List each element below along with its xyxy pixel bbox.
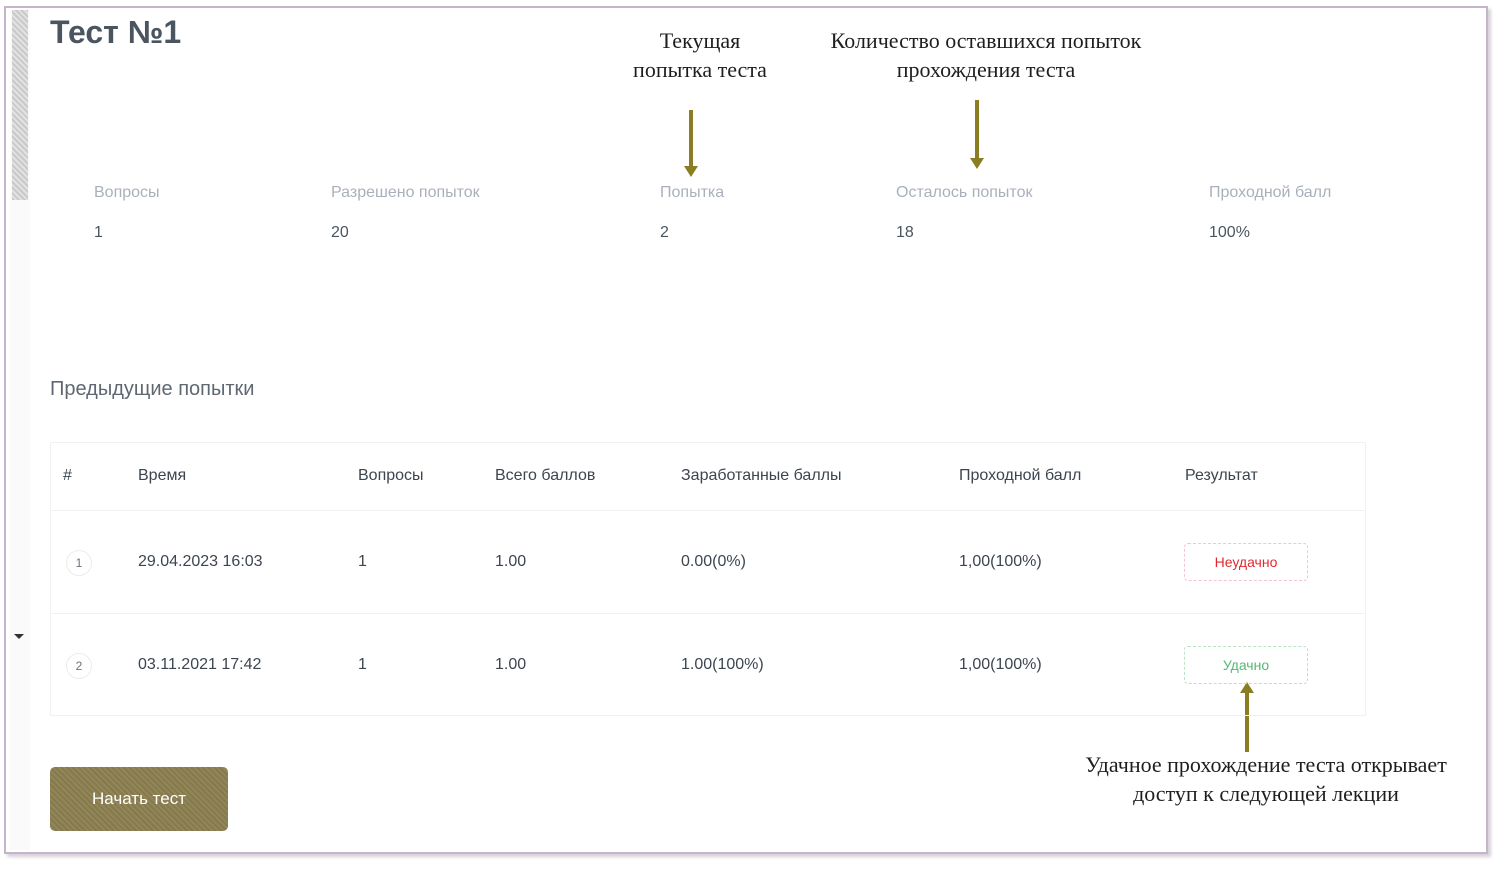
column-header-number: # <box>63 467 72 484</box>
start-test-button[interactable]: Начать тест <box>50 767 228 831</box>
page-title: Тест №1 <box>50 14 182 50</box>
stat-value-allowed-attempts: 20 <box>331 224 349 241</box>
cell-earned-points: 0.00(0%) <box>681 553 746 570</box>
annotation-remaining-attempts: Количество оставшихся попыток прохождени… <box>796 26 1176 84</box>
annotation-current-attempt: Текущая попытка теста <box>610 26 790 84</box>
previous-attempts-table <box>50 442 1366 716</box>
column-header-earned-points: Заработанные баллы <box>681 467 842 484</box>
cell-passing-score: 1,00(100%) <box>959 656 1042 673</box>
column-header-questions: Вопросы <box>358 467 424 484</box>
stat-value-questions: 1 <box>94 224 103 241</box>
result-badge-passed: Удачно <box>1184 646 1308 684</box>
column-header-result: Результат <box>1185 467 1258 484</box>
table-divider <box>50 613 1366 614</box>
stat-value-attempt: 2 <box>660 224 669 241</box>
scroll-down-arrow-icon[interactable] <box>14 634 24 639</box>
annotation-current-attempt-text: Текущая попытка теста <box>633 28 767 82</box>
table-divider <box>50 510 1366 511</box>
cell-total-points: 1.00 <box>495 656 527 673</box>
cell-total-points: 1.00 <box>495 553 527 570</box>
stat-label-allowed-attempts: Разрешено попыток <box>331 184 480 201</box>
annotation-success-note-text: Удачное прохождение теста открывает дост… <box>1085 752 1447 806</box>
stat-label-attempt: Попытка <box>660 184 725 201</box>
annotation-success-note: Удачное прохождение теста открывает дост… <box>1040 750 1492 808</box>
scrollbar-track[interactable] <box>10 10 30 850</box>
column-header-time: Время <box>138 467 187 484</box>
stat-value-passing-score: 100% <box>1209 224 1250 241</box>
cell-questions: 1 <box>358 553 367 570</box>
row-number-badge: 2 <box>66 653 92 679</box>
stat-value-remaining-attempts: 18 <box>896 224 914 241</box>
result-badge-failed: Неудачно <box>1184 543 1308 581</box>
column-header-passing-score: Проходной балл <box>959 467 1082 484</box>
scrollbar-thumb[interactable] <box>12 10 28 200</box>
annotation-arrow-down-icon <box>970 100 984 169</box>
stat-label-questions: Вопросы <box>94 184 160 201</box>
cell-time: 29.04.2023 16:03 <box>138 553 263 570</box>
annotation-remaining-attempts-text: Количество оставшихся попыток прохождени… <box>830 28 1142 82</box>
cell-passing-score: 1,00(100%) <box>959 553 1042 570</box>
annotation-arrow-down-icon <box>684 110 698 177</box>
annotation-arrow-up-icon <box>1240 682 1254 752</box>
row-number-badge: 1 <box>66 550 92 576</box>
cell-time: 03.11.2021 17:42 <box>138 656 262 673</box>
stat-label-passing-score: Проходной балл <box>1209 184 1332 201</box>
stat-label-remaining-attempts: Осталось попыток <box>896 184 1033 201</box>
previous-attempts-title: Предыдущие попытки <box>50 378 255 400</box>
column-header-total-points: Всего баллов <box>495 467 596 484</box>
cell-earned-points: 1.00(100%) <box>681 656 764 673</box>
cell-questions: 1 <box>358 656 367 673</box>
content-frame <box>4 6 1488 854</box>
